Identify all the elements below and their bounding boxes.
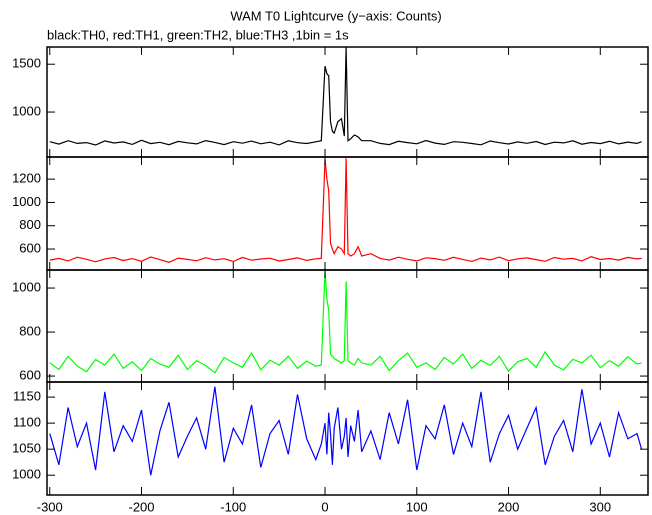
light-curve bbox=[49, 47, 642, 146]
y-tick-label: 600 bbox=[19, 240, 41, 255]
x-tick-label: -100 bbox=[220, 499, 246, 514]
y-tick-label: 1000 bbox=[12, 279, 41, 294]
light-curve bbox=[49, 386, 643, 476]
y-tick-label: 1000 bbox=[12, 467, 41, 482]
y-tick-label: 1500 bbox=[12, 56, 41, 71]
x-tick-label: 0 bbox=[321, 499, 328, 514]
x-tick-label: -200 bbox=[128, 499, 154, 514]
y-tick-label: 600 bbox=[19, 367, 41, 382]
panel-frame bbox=[46, 381, 649, 496]
y-tick-label: 1200 bbox=[12, 171, 41, 186]
y-tick-label: 800 bbox=[19, 217, 41, 232]
y-tick-label: 800 bbox=[19, 323, 41, 338]
x-tick-label: 300 bbox=[589, 499, 611, 514]
chart-title: WAM T0 Lightcurve (y−axis: Counts) bbox=[230, 8, 441, 23]
y-tick-label: 1000 bbox=[12, 194, 41, 209]
light-curve bbox=[49, 270, 642, 374]
y-tick-label: 1150 bbox=[13, 389, 41, 404]
x-tick-label: -300 bbox=[37, 499, 63, 514]
y-tick-label: 1050 bbox=[12, 441, 41, 456]
chart-subtitle: black:TH0, red:TH1, green:TH2, blue:TH3 … bbox=[47, 27, 349, 42]
y-tick-label: 1100 bbox=[13, 415, 41, 430]
x-tick-label: 200 bbox=[498, 499, 520, 514]
x-tick-label: 100 bbox=[406, 499, 428, 514]
light-curve bbox=[49, 158, 642, 263]
y-tick-label: 1000 bbox=[12, 103, 41, 118]
